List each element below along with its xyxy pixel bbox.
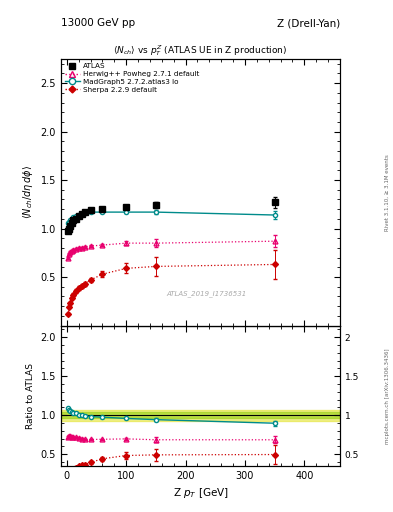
Y-axis label: $\langle N_{ch}/d\eta\, d\phi\rangle$: $\langle N_{ch}/d\eta\, d\phi\rangle$ bbox=[21, 165, 35, 219]
Text: mcplots.cern.ch [arXiv:1306.3436]: mcplots.cern.ch [arXiv:1306.3436] bbox=[385, 348, 389, 443]
Text: ATLAS_2019_I1736531: ATLAS_2019_I1736531 bbox=[166, 290, 246, 297]
Bar bbox=[61, 412, 340, 418]
Bar bbox=[61, 410, 340, 421]
Text: Rivet 3.1.10, ≥ 3.1M events: Rivet 3.1.10, ≥ 3.1M events bbox=[385, 154, 389, 230]
Text: 13000 GeV pp: 13000 GeV pp bbox=[61, 18, 135, 28]
Legend: ATLAS, Herwig++ Powheg 2.7.1 default, MadGraph5 2.7.2.atlas3 lo, Sherpa 2.2.9 de: ATLAS, Herwig++ Powheg 2.7.1 default, Ma… bbox=[64, 62, 200, 94]
X-axis label: Z $p_T$ [GeV]: Z $p_T$ [GeV] bbox=[173, 486, 228, 500]
Title: $\langle N_{ch}\rangle$ vs $p_T^Z$ (ATLAS UE in Z production): $\langle N_{ch}\rangle$ vs $p_T^Z$ (ATLA… bbox=[113, 43, 288, 58]
Text: Z (Drell-Yan): Z (Drell-Yan) bbox=[277, 18, 340, 28]
Y-axis label: Ratio to ATLAS: Ratio to ATLAS bbox=[26, 362, 35, 429]
